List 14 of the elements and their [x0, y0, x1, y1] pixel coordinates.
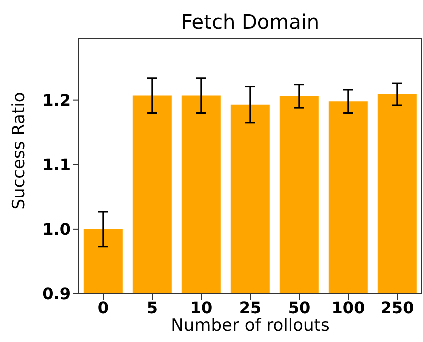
y-tick-label: 1.1 — [42, 156, 71, 175]
x-tick-label: 10 — [190, 298, 213, 318]
y-axis-title: Success Ratio — [10, 92, 30, 210]
y-tick-label: 0.9 — [42, 284, 71, 304]
x-tick-label: 100 — [332, 298, 366, 318]
x-tick-label: 250 — [380, 298, 414, 318]
y-tick-label: 1.2 — [42, 91, 71, 110]
x-tick-label: 50 — [288, 298, 311, 318]
x-axis-title: Number of rollouts — [170, 316, 331, 336]
x-tick-label: 0 — [98, 298, 110, 318]
chart-title: Fetch Domain — [180, 9, 321, 36]
x-tick-label: 25 — [239, 298, 262, 318]
x-tick-label: 5 — [146, 298, 158, 318]
y-tick-label: 1.0 — [42, 220, 71, 240]
